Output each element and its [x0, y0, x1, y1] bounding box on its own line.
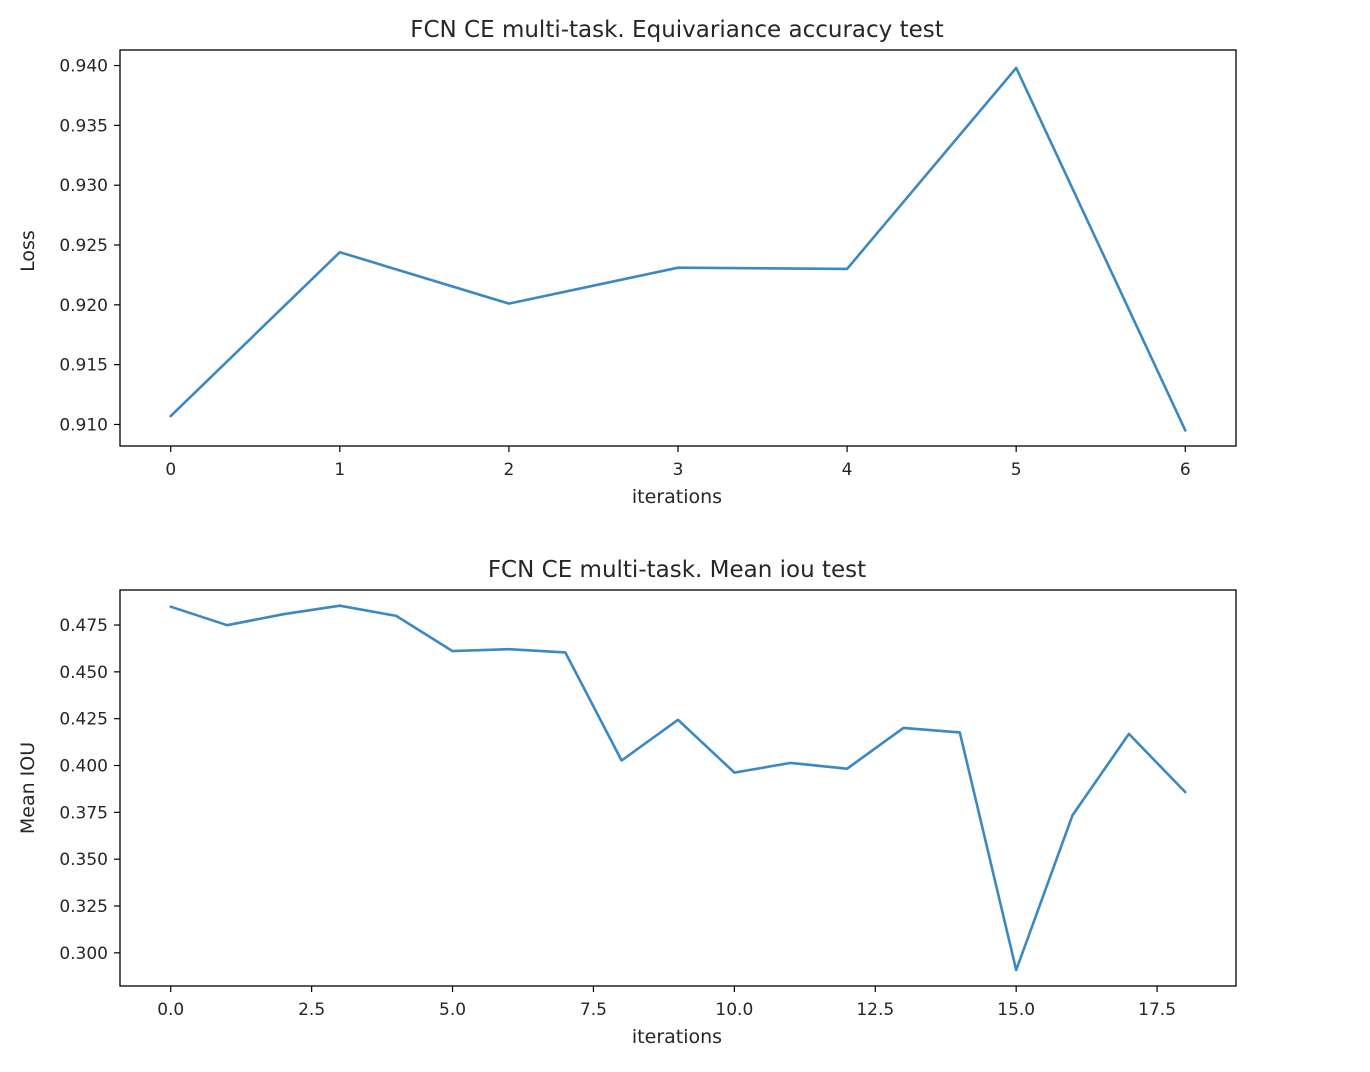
x-tick-label: 5.0: [439, 1000, 466, 1020]
y-axis-label: Loss: [17, 230, 39, 272]
chart-mean-iou: FCN CE multi-task. Mean iou test 0.3000.…: [17, 557, 1237, 1048]
x-tick-label: 15.0: [997, 1000, 1035, 1020]
chart-equivariance-accuracy: FCN CE multi-task. Equivariance accuracy…: [17, 17, 1237, 508]
y-tick-label: 0.925: [59, 236, 108, 256]
x-tick-label: 1: [334, 460, 345, 480]
plot-frame: [119, 589, 1237, 987]
y-tick-label: 0.375: [59, 803, 108, 823]
y-tick-label: 0.325: [59, 897, 108, 917]
y-tick-label: 0.915: [59, 356, 108, 376]
y-tick-label: 0.940: [59, 57, 108, 77]
y-tick-label: 0.400: [59, 757, 108, 777]
y-tick-label: 0.475: [59, 616, 108, 636]
series-line: [169, 66, 1187, 432]
x-axis-label: iterations: [632, 486, 722, 508]
chart-title: FCN CE multi-task. Equivariance accuracy…: [410, 17, 944, 43]
y-axis-ticks: 0.910 0.915 0.920 0.925 0.930 0.935 0.940: [59, 57, 120, 435]
x-tick-label: 4: [842, 460, 853, 480]
y-tick-label: 0.425: [59, 710, 108, 730]
plot-frame: [119, 49, 1237, 447]
x-tick-label: 12.5: [856, 1000, 894, 1020]
x-tick-label: 2.5: [298, 1000, 325, 1020]
x-axis-ticks: 0 1 2 3 4 5 6: [165, 446, 1191, 480]
x-tick-label: 10.0: [715, 1000, 753, 1020]
x-axis-label: iterations: [632, 1026, 722, 1048]
y-tick-label: 0.450: [59, 663, 108, 683]
y-tick-label: 0.910: [59, 415, 108, 435]
x-tick-label: 5: [1011, 460, 1022, 480]
series-line: [169, 604, 1187, 972]
x-tick-label: 17.5: [1138, 1000, 1176, 1020]
y-tick-label: 0.920: [59, 296, 108, 316]
y-tick-label: 0.300: [59, 944, 108, 964]
y-axis-ticks: 0.300 0.325 0.350 0.375 0.400 0.425 0.450 0.475: [59, 616, 120, 964]
x-tick-label: 2: [503, 460, 514, 480]
x-tick-label: 0.0: [157, 1000, 184, 1020]
x-tick-label: 3: [673, 460, 684, 480]
y-axis-label: Mean IOU: [17, 742, 39, 834]
chart-title: FCN CE multi-task. Mean iou test: [488, 557, 866, 583]
y-tick-label: 0.930: [59, 176, 108, 196]
y-tick-label: 0.935: [59, 116, 108, 136]
x-tick-label: 0: [165, 460, 176, 480]
x-tick-label: 7.5: [580, 1000, 607, 1020]
x-tick-label: 6: [1180, 460, 1191, 480]
x-axis-ticks: 0.0 2.5 5.0 7.5 10.0 12.5 15.0 17.5: [157, 986, 1176, 1020]
y-tick-label: 0.350: [59, 850, 108, 870]
